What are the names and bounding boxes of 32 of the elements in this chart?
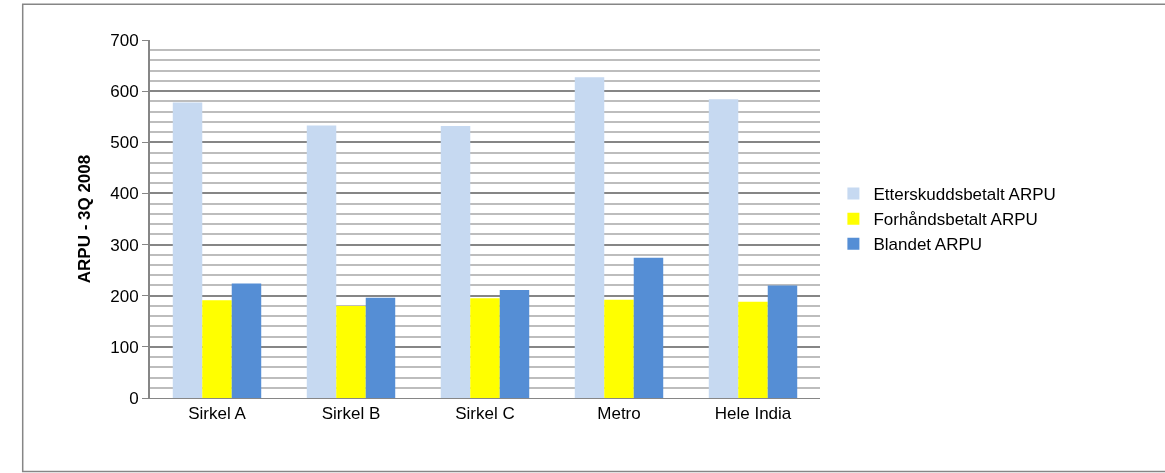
y-axis-title: ARPU - 3Q 2008 [75,154,95,284]
bar [604,299,634,398]
bar [738,301,768,398]
x-tick-label: Hele India [714,404,792,424]
bar [708,99,739,398]
y-tick-label: 100 [110,337,139,357]
y-tick-label: 500 [110,133,139,153]
bar [336,305,366,398]
bar [306,125,337,398]
bar [470,298,500,398]
y-tick-label: 0 [129,388,139,408]
bar [231,283,262,398]
bar [365,297,396,398]
bar [172,102,203,398]
bar [633,257,664,398]
y-tick-label: 300 [110,235,139,255]
x-tick-label: Metro [597,404,641,424]
bar [767,285,798,398]
legend-label: Etterskuddsbetalt ARPU [873,185,1056,205]
bar [499,290,530,398]
y-tick-label: 600 [110,82,139,102]
y-tick-label: 700 [110,30,139,50]
x-tick-label: Sirkel A [188,404,247,424]
x-tick-label: Sirkel B [321,404,381,424]
y-tick-label: 200 [110,286,139,306]
bar [574,77,605,398]
x-tick-label: Sirkel C [455,404,515,424]
legend-label: Blandet ARPU [873,235,983,255]
bar [440,125,471,398]
bar [202,300,232,398]
legend-label: Forhåndsbetalt ARPU [873,210,1038,230]
y-tick-label: 400 [110,184,139,204]
